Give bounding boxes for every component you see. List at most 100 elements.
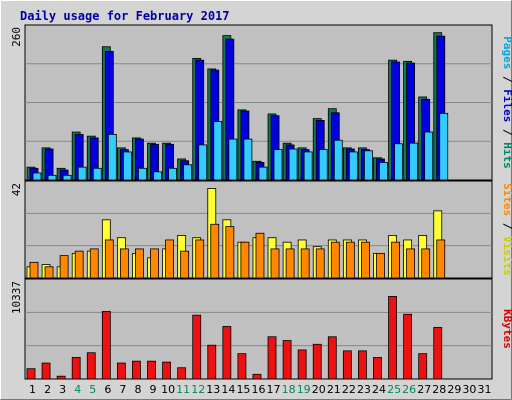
bar-sites-day-14: [225, 226, 235, 279]
bar-kbytes-day-16: [252, 373, 262, 380]
bar-sites-day-2: [44, 266, 54, 279]
bar-pages-day-8: [138, 167, 147, 181]
bar-kbytes-day-28: [433, 326, 443, 380]
bar-kbytes-day-7: [116, 362, 126, 380]
x-tick-label: 29: [447, 383, 461, 396]
bar-pages-day-3: [62, 174, 72, 181]
legend-entry: /: [501, 122, 512, 142]
panel-legend: Sites / Visits: [501, 183, 512, 276]
legend-entry: Hits: [501, 142, 512, 169]
x-tick-label: 5: [89, 383, 96, 396]
x-tick-label: 16: [252, 383, 266, 396]
bar-kbytes-day-20: [312, 343, 322, 380]
bar-pages-day-24: [379, 162, 388, 181]
x-tick-label: 7: [119, 383, 126, 396]
bar-pages-day-4: [77, 166, 87, 181]
x-tick-label: 18: [282, 383, 296, 396]
bar-pages-day-7: [122, 151, 132, 181]
bar-pages-day-11: [183, 164, 193, 181]
bar-pages-day-13: [213, 121, 223, 181]
bar-sites-day-26: [406, 248, 416, 279]
x-tick-label: 8: [134, 383, 141, 396]
bar-kbytes-day-26: [403, 313, 413, 380]
bar-sites-day-9: [150, 248, 159, 279]
bar-kbytes-day-10: [162, 361, 171, 380]
bar-sites-day-25: [391, 241, 400, 279]
panel-hits-files-pages: 260 Pages / Files / Hits: [10, 24, 512, 181]
bar-kbytes-day-19: [297, 349, 307, 380]
x-tick-label: 28: [432, 383, 446, 396]
x-tick-label: 21: [327, 383, 341, 396]
bar-pages-day-2: [47, 174, 57, 181]
bar-sites-day-20: [315, 248, 325, 279]
bar-pages-day-25: [394, 143, 403, 181]
bar-kbytes-day-15: [237, 353, 247, 380]
x-tick-label: 20: [312, 383, 326, 396]
bar-kbytes-day-1: [26, 368, 36, 380]
legend-entry: Visits: [501, 236, 512, 276]
bar-sites-day-15: [240, 241, 250, 279]
bar-pages-day-9: [153, 171, 162, 181]
bar-sites-day-7: [119, 248, 129, 279]
bar-kbytes-day-13: [207, 344, 217, 380]
bar-sites-day-16: [255, 232, 265, 279]
bar-kbytes-day-5: [86, 352, 96, 380]
bar-sites-day-13: [210, 223, 220, 279]
x-tick-label: 23: [357, 383, 371, 396]
panel-ymax-label: 42: [10, 183, 23, 196]
bar-sites-day-28: [436, 239, 446, 279]
legend-entry: KBytes: [501, 309, 512, 349]
bar-pages-day-12: [198, 144, 208, 181]
bar-kbytes-day-12: [192, 314, 202, 380]
bar-sites-day-17: [270, 248, 280, 279]
x-tick-label: 13: [206, 383, 220, 396]
x-tick-label: 9: [150, 383, 157, 396]
bar-kbytes-day-23: [358, 350, 367, 380]
bar-kbytes-day-4: [71, 357, 81, 380]
legend-entry: /: [501, 69, 512, 89]
x-tick-label: 6: [104, 383, 111, 396]
panel-kbytes: 10337 KBytes: [10, 278, 512, 380]
bar-pages-day-21: [333, 139, 343, 181]
x-tick-label: 12: [191, 383, 205, 396]
x-tick-label: 4: [74, 383, 81, 396]
panel-legend: Pages / Files / Hits: [501, 36, 512, 169]
bar-pages-day-20: [318, 149, 328, 181]
bar-sites-day-19: [300, 248, 310, 279]
x-tick-label: 3: [59, 383, 66, 396]
legend-entry: Pages: [501, 36, 512, 69]
bar-sites-day-4: [74, 250, 84, 279]
x-tick-label: 14: [221, 383, 235, 396]
bar-kbytes-day-17: [267, 336, 277, 380]
bar-kbytes-day-6: [101, 311, 111, 380]
bar-pages-day-14: [228, 138, 238, 181]
bar-sites-day-6: [104, 239, 114, 279]
bar-sites-day-22: [345, 241, 355, 279]
legend-entry: /: [501, 216, 512, 236]
bar-kbytes-day-25: [388, 296, 397, 380]
bar-pages-day-19: [303, 151, 313, 181]
x-tick-label: 25: [387, 383, 401, 396]
bar-sites-day-3: [59, 255, 69, 279]
bar-kbytes-day-14: [222, 326, 232, 380]
bar-sites-day-27: [421, 248, 431, 279]
x-tick-label: 27: [417, 383, 431, 396]
bar-kbytes-day-11: [177, 367, 187, 380]
bar-pages-day-10: [168, 167, 177, 181]
x-tick-label: 26: [402, 383, 416, 396]
panel-ymax-label: 10337: [10, 281, 23, 314]
series-pages: [32, 112, 449, 181]
bar-kbytes-day-18: [282, 340, 292, 380]
panel-ymax-label: 260: [10, 27, 23, 47]
bar-kbytes-day-2: [41, 362, 51, 380]
bar-sites-day-24: [376, 252, 385, 279]
bar-kbytes-day-21: [327, 336, 337, 380]
bar-sites-day-10: [165, 239, 174, 279]
bar-pages-day-27: [424, 131, 434, 181]
bar-pages-day-26: [409, 142, 419, 181]
legend-entry: Files: [501, 89, 512, 122]
x-tick-label: 1: [29, 383, 36, 396]
x-tick-label: 19: [297, 383, 311, 396]
chart-title: Daily usage for February 2017: [20, 9, 230, 23]
